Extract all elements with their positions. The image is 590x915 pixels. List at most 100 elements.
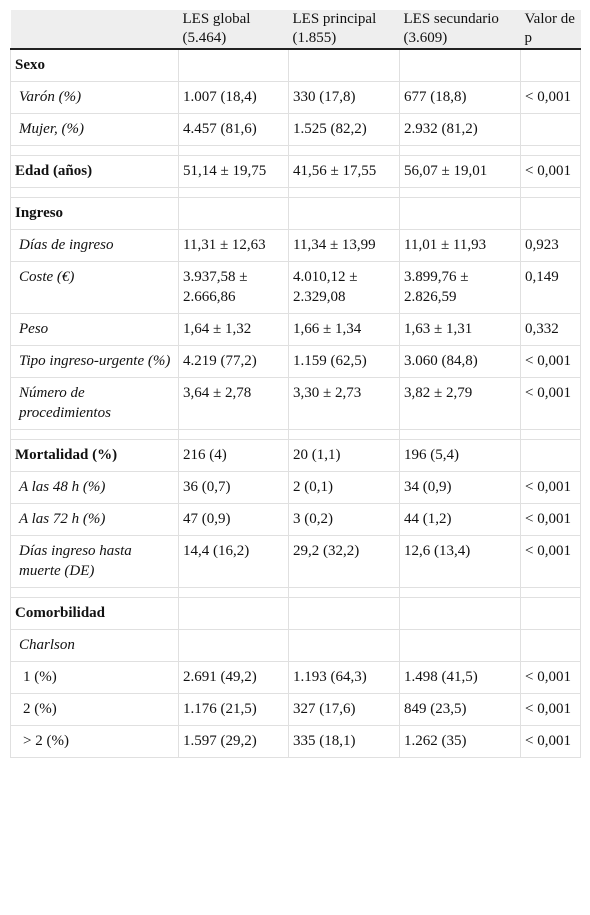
cell: 3.899,76 ± 2.826,59 xyxy=(399,261,521,314)
cell xyxy=(520,439,581,472)
cell: < 0,001 xyxy=(520,693,581,726)
table-row: Número de procedimientos 3,64 ± 2,78 3,30 … xyxy=(10,377,581,430)
cell xyxy=(520,197,581,230)
spacer-cell xyxy=(520,145,581,156)
table-row: A las 48 h (%) 36 (0,7) 2 (0,1) 34 (0,9) < 0… xyxy=(10,471,581,504)
cell xyxy=(178,629,289,662)
header-cell: LES principal (1.855) xyxy=(288,10,400,50)
table-row: Edad (años) 51,14 ± 19,75 41,56 ± 17,55 56,… xyxy=(10,155,581,188)
spacer-cell xyxy=(399,187,521,198)
cell xyxy=(288,48,400,82)
cell xyxy=(520,629,581,662)
table-row: Charlson xyxy=(10,629,581,662)
row-label: A las 48 h (%) xyxy=(10,471,179,504)
cell xyxy=(399,197,521,230)
cell: 0,332 xyxy=(520,313,581,346)
spacer-cell xyxy=(399,145,521,156)
cell: 44 (1,2) xyxy=(399,503,521,536)
cell: < 0,001 xyxy=(520,345,581,378)
cell xyxy=(178,197,289,230)
cell: 11,34 ± 13,99 xyxy=(288,229,400,262)
cell: 0,149 xyxy=(520,261,581,314)
cell: 11,01 ± 11,93 xyxy=(399,229,521,262)
spacer-row xyxy=(10,187,581,198)
cell: 2.932 (81,2) xyxy=(399,113,521,146)
cell: 14,4 (16,2) xyxy=(178,535,289,588)
cell xyxy=(520,113,581,146)
spacer-cell xyxy=(399,587,521,598)
row-label: A las 72 h (%) xyxy=(10,503,179,536)
table-row: 1 (%) 2.691 (49,2) 1.193 (64,3) 1.498 (41,5… xyxy=(10,661,581,694)
row-label: Ingreso xyxy=(10,197,179,230)
cell: 2.691 (49,2) xyxy=(178,661,289,694)
spacer-row xyxy=(10,429,581,440)
row-label: 1 (%) xyxy=(10,661,179,694)
cell xyxy=(288,197,400,230)
table-row: A las 72 h (%) 47 (0,9) 3 (0,2) 44 (1,2) < 0… xyxy=(10,503,581,536)
table-header: LES global (5.464) LES principal (1.855)… xyxy=(10,10,581,50)
table-row: Tipo ingreso-urgente (%) 4.219 (77,2) 1.15… xyxy=(10,345,581,378)
header-cell xyxy=(10,10,179,50)
cell: 56,07 ± 19,01 xyxy=(399,155,521,188)
cell: 3.060 (84,8) xyxy=(399,345,521,378)
cell xyxy=(520,597,581,630)
table-row: Sexo xyxy=(10,48,581,82)
spacer-cell xyxy=(10,187,179,198)
table-body: Sexo Varón (%) 1.007 (18,4) 330 (17,8) 677 (… xyxy=(10,48,581,758)
spacer-cell xyxy=(10,429,179,440)
spacer-row xyxy=(10,587,581,598)
cell xyxy=(399,629,521,662)
spacer-cell xyxy=(288,429,400,440)
spacer-cell xyxy=(178,145,289,156)
row-label: Comorbilidad xyxy=(10,597,179,630)
cell: 36 (0,7) xyxy=(178,471,289,504)
cell: 4.457 (81,6) xyxy=(178,113,289,146)
spacer-cell xyxy=(520,429,581,440)
cell: 4.219 (77,2) xyxy=(178,345,289,378)
cell: 196 (5,4) xyxy=(399,439,521,472)
data-table: LES global (5.464) LES principal (1.855)… xyxy=(10,10,581,758)
spacer-cell xyxy=(10,145,179,156)
table-row: Días de ingreso 11,31 ± 12,63 11,34 ± 13,9… xyxy=(10,229,581,262)
row-label: 2 (%) xyxy=(10,693,179,726)
cell: 20 (1,1) xyxy=(288,439,400,472)
cell: 2 (0,1) xyxy=(288,471,400,504)
cell: 51,14 ± 19,75 xyxy=(178,155,289,188)
cell: 11,31 ± 12,63 xyxy=(178,229,289,262)
cell xyxy=(288,597,400,630)
row-label: Número de procedimientos xyxy=(10,377,179,430)
table-row: Comorbilidad xyxy=(10,597,581,630)
cell xyxy=(178,597,289,630)
spacer-cell xyxy=(288,587,400,598)
cell: < 0,001 xyxy=(520,661,581,694)
spacer-cell xyxy=(399,429,521,440)
spacer-cell xyxy=(288,187,400,198)
table-row: > 2 (%) 1.597 (29,2) 335 (18,1) 1.262 (35) <… xyxy=(10,725,581,758)
row-label: Edad (años) xyxy=(10,155,179,188)
cell: 0,923 xyxy=(520,229,581,262)
row-label: Charlson xyxy=(10,629,179,662)
cell xyxy=(520,48,581,82)
cell: < 0,001 xyxy=(520,725,581,758)
table-row: Mujer, (%) 4.457 (81,6) 1.525 (82,2) 2.932 … xyxy=(10,113,581,146)
cell: 3 (0,2) xyxy=(288,503,400,536)
table-row: 2 (%) 1.176 (21,5) 327 (17,6) 849 (23,5) < 0… xyxy=(10,693,581,726)
header-row: LES global (5.464) LES principal (1.855)… xyxy=(10,10,581,50)
cell: 4.010,12 ± 2.329,08 xyxy=(288,261,400,314)
cell: < 0,001 xyxy=(520,535,581,588)
cell: 1.597 (29,2) xyxy=(178,725,289,758)
row-label: Coste (€) xyxy=(10,261,179,314)
cell: 1.498 (41,5) xyxy=(399,661,521,694)
cell: 1.007 (18,4) xyxy=(178,81,289,114)
cell xyxy=(399,48,521,82)
cell: 47 (0,9) xyxy=(178,503,289,536)
spacer-row xyxy=(10,145,581,156)
cell: < 0,001 xyxy=(520,155,581,188)
header-cell: LES secundario (3.609) xyxy=(399,10,521,50)
spacer-cell xyxy=(178,429,289,440)
row-label: Mujer, (%) xyxy=(10,113,179,146)
cell: 3,82 ± 2,79 xyxy=(399,377,521,430)
spacer-cell xyxy=(178,187,289,198)
table-row: Días ingreso hasta muerte (DE) 14,4 (16,2… xyxy=(10,535,581,588)
cell: 12,6 (13,4) xyxy=(399,535,521,588)
